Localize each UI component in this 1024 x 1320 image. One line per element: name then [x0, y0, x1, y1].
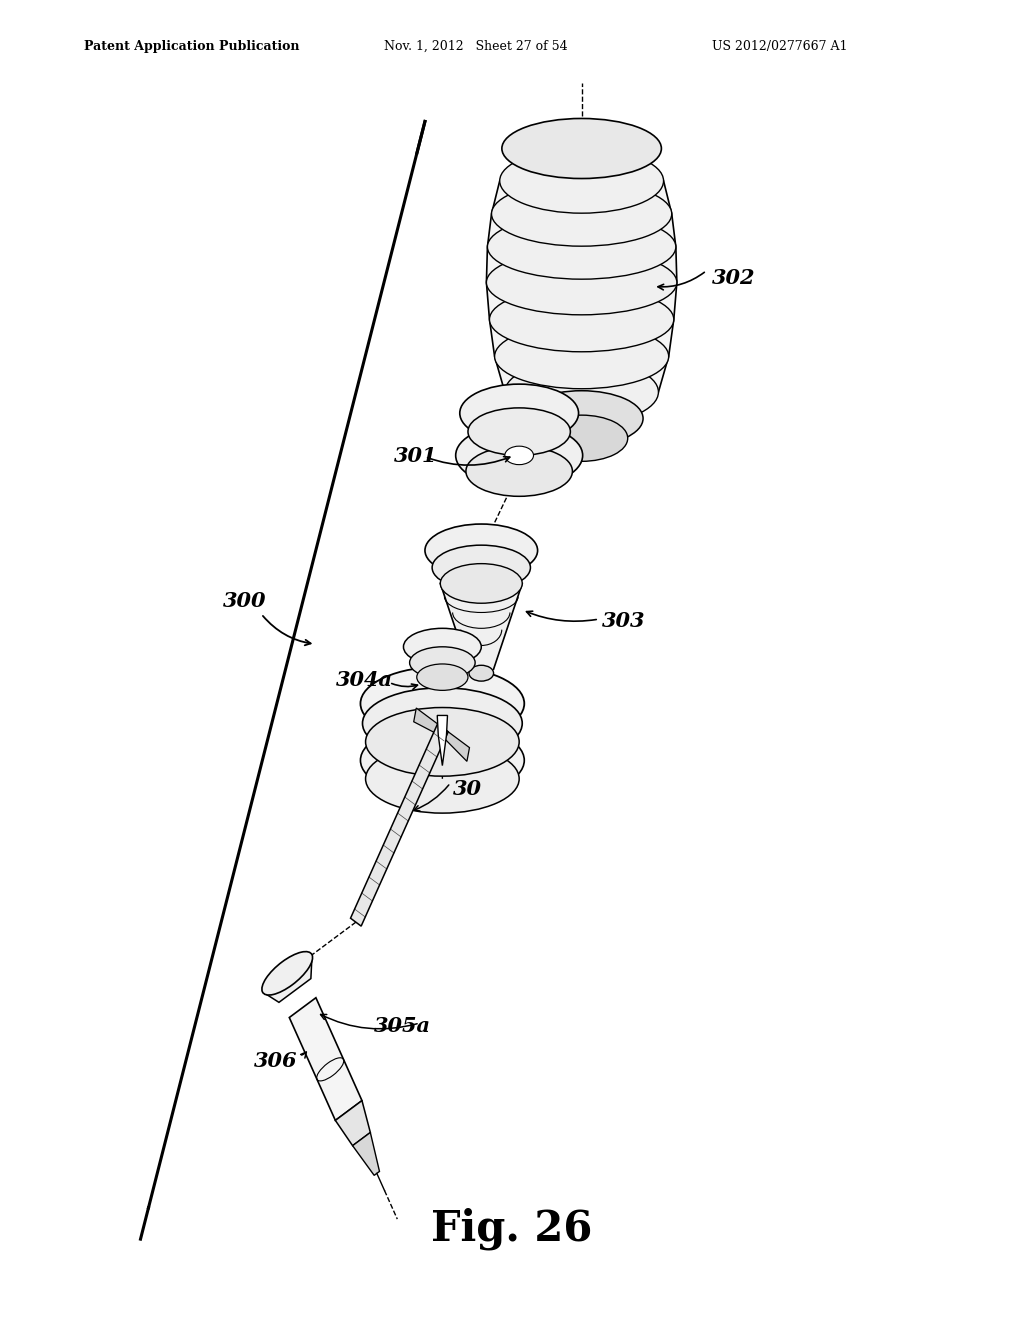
Ellipse shape [469, 665, 494, 681]
Text: 302: 302 [712, 268, 755, 288]
Text: 306: 306 [254, 1051, 297, 1071]
Ellipse shape [536, 414, 628, 461]
Ellipse shape [486, 251, 677, 315]
Text: Patent Application Publication: Patent Application Publication [84, 40, 299, 53]
Text: 301: 301 [394, 446, 437, 466]
Ellipse shape [456, 424, 583, 487]
Ellipse shape [440, 564, 522, 603]
Ellipse shape [360, 667, 524, 741]
Ellipse shape [489, 286, 674, 351]
Ellipse shape [432, 545, 530, 590]
Text: 30: 30 [453, 779, 481, 799]
Text: US 2012/0277667 A1: US 2012/0277667 A1 [712, 40, 847, 53]
Polygon shape [442, 730, 469, 762]
Ellipse shape [500, 149, 664, 213]
Polygon shape [350, 723, 449, 927]
Polygon shape [290, 998, 361, 1121]
Ellipse shape [366, 708, 519, 776]
Ellipse shape [362, 688, 522, 759]
Ellipse shape [505, 359, 658, 425]
Polygon shape [414, 708, 442, 737]
Ellipse shape [425, 524, 538, 577]
Ellipse shape [495, 323, 669, 388]
Polygon shape [262, 954, 312, 1002]
Text: Fig. 26: Fig. 26 [431, 1208, 593, 1250]
Ellipse shape [460, 384, 579, 442]
Ellipse shape [403, 628, 481, 665]
Text: 304a: 304a [336, 671, 393, 690]
Ellipse shape [492, 181, 672, 246]
Ellipse shape [466, 446, 572, 496]
Ellipse shape [410, 647, 475, 678]
Ellipse shape [520, 391, 643, 446]
Polygon shape [352, 1133, 380, 1175]
Ellipse shape [366, 744, 519, 813]
Polygon shape [437, 715, 447, 766]
Text: 305a: 305a [374, 1016, 431, 1036]
Text: Nov. 1, 2012   Sheet 27 of 54: Nov. 1, 2012 Sheet 27 of 54 [384, 40, 567, 53]
Ellipse shape [487, 214, 676, 279]
Polygon shape [440, 583, 522, 669]
Ellipse shape [505, 446, 534, 465]
Ellipse shape [360, 723, 524, 797]
Polygon shape [336, 1101, 371, 1146]
Ellipse shape [262, 952, 312, 995]
Text: 300: 300 [223, 591, 266, 611]
Ellipse shape [502, 119, 662, 178]
Ellipse shape [417, 664, 468, 690]
Polygon shape [486, 181, 677, 392]
Ellipse shape [468, 408, 570, 455]
Text: 303: 303 [602, 611, 645, 631]
